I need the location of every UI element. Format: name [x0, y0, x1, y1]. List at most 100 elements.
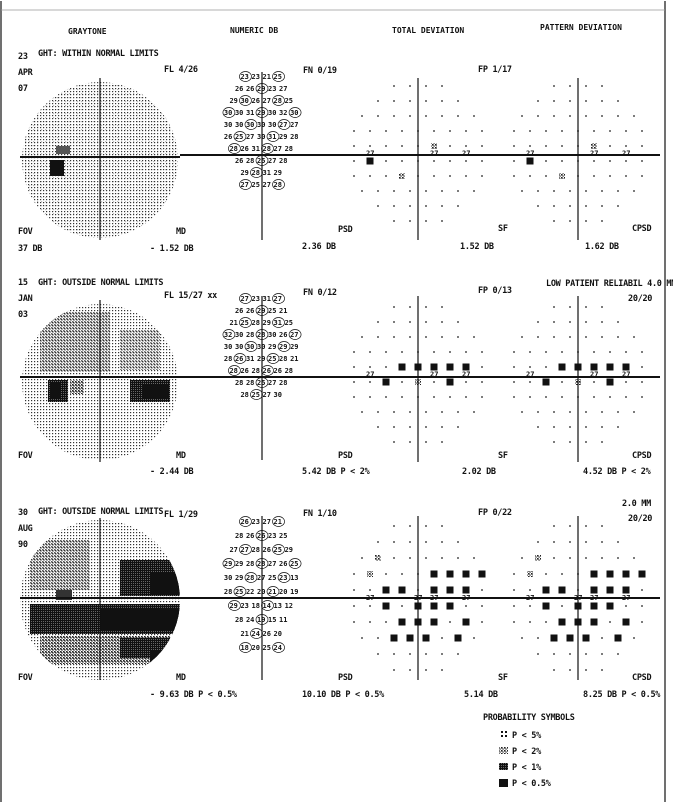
prob-symbol-5 [535, 555, 541, 561]
normal-dot [569, 441, 571, 443]
ring-mark [239, 95, 252, 106]
prob-symbol-5 [399, 173, 405, 179]
numeric-db-value: 31 [274, 319, 282, 327]
numeric-db-value: 13 [274, 602, 282, 610]
normal-dot [569, 336, 571, 338]
normal-dot [601, 669, 603, 671]
numeric-db-value: 26 [240, 518, 248, 526]
normal-dot [393, 100, 395, 102]
normal-dot [569, 306, 571, 308]
normal-dot [585, 669, 587, 671]
numeric-db-value: 28 [251, 319, 259, 327]
numeric-db-value: 21 [290, 355, 298, 363]
normal-dot [585, 205, 587, 207]
normal-dot [633, 336, 635, 338]
normal-dot [617, 336, 619, 338]
prob-symbol-05 [462, 570, 470, 578]
normal-dot [449, 621, 451, 623]
normal-dot [521, 557, 523, 559]
normal-dot [457, 557, 459, 559]
normal-dot [641, 145, 643, 147]
normal-dot [377, 411, 379, 413]
normal-dot [465, 396, 467, 398]
normal-dot [609, 175, 611, 177]
numeric-db-value: 30 [224, 121, 232, 129]
numeric-db-value: 28 [274, 181, 282, 189]
test-panel-3: 30 AUG 90 GHT: OUTSIDE NORMAL LIMITS FL … [18, 499, 662, 700]
numeric-db-value: 28 [246, 331, 254, 339]
ring-mark [272, 179, 285, 190]
normal-dot [553, 205, 555, 207]
deviation-mark: 27 [462, 150, 470, 158]
prob-symbol-05 [638, 570, 646, 578]
prob-symbol-05 [446, 570, 454, 578]
normal-dot [409, 441, 411, 443]
deviation-mark: 27 [430, 371, 438, 379]
normal-dot [369, 130, 371, 132]
sf-value: 2.02 DB [462, 467, 496, 477]
normal-dot [545, 573, 547, 575]
numeric-db-value: 28 [246, 574, 254, 582]
prob-symbol-05 [382, 378, 390, 386]
sf-label: SF [498, 224, 508, 234]
numeric-db-value: 29 [229, 602, 237, 610]
normal-dot [425, 306, 427, 308]
normal-dot [537, 190, 539, 192]
normal-dot [593, 160, 595, 162]
normal-dot [569, 541, 571, 543]
numeric-db-value: 27 [240, 546, 248, 554]
normal-dot [641, 366, 643, 368]
normal-dot [465, 605, 467, 607]
ring-mark [233, 131, 247, 142]
normal-dot [457, 190, 459, 192]
prob-symbol-05 [446, 378, 454, 386]
normal-dot [625, 145, 627, 147]
numeric-db-value: 18 [251, 602, 259, 610]
numeric-db-value: 21 [274, 518, 282, 526]
numeric-db-value: 28 [285, 367, 293, 375]
normal-dot [553, 190, 555, 192]
normal-dot [601, 653, 603, 655]
normal-dot [353, 160, 355, 162]
normal-dot [393, 115, 395, 117]
deviation-mark: 27 [430, 150, 438, 158]
normal-dot [553, 306, 555, 308]
numeric-db-value: 27 [290, 121, 298, 129]
numeric-db-value: 27 [274, 145, 282, 153]
legend-item-1: P < 1% [512, 763, 542, 773]
normal-dot [425, 220, 427, 222]
normal-dot [585, 85, 587, 87]
normal-dot [353, 381, 355, 383]
prob-symbol-5 [591, 143, 597, 149]
normal-dot [369, 351, 371, 353]
normal-dot [441, 306, 443, 308]
normal-dot [561, 160, 563, 162]
normal-dot [569, 85, 571, 87]
ring-mark [228, 365, 241, 376]
normal-dot [369, 589, 371, 591]
normal-dot [385, 130, 387, 132]
ring-mark [228, 143, 241, 154]
normal-dot [609, 160, 611, 162]
normal-dot [409, 669, 411, 671]
normal-dot [513, 396, 515, 398]
normal-dot [353, 130, 355, 132]
deviation-mark: 27 [462, 371, 470, 379]
normal-dot [641, 175, 643, 177]
normal-dot [385, 175, 387, 177]
numeric-db-value: 24 [274, 644, 282, 652]
prob-symbol-05 [590, 602, 598, 610]
normal-dot [393, 525, 395, 527]
normal-dot [377, 336, 379, 338]
normal-dot [441, 411, 443, 413]
normal-dot [393, 85, 395, 87]
numeric-db-value: 25 [251, 181, 259, 189]
ring-mark [272, 95, 285, 106]
numeric-db-value: 26 [274, 367, 282, 375]
numeric-db-value: 30 [240, 97, 248, 105]
acuity-note: 20/20 [628, 294, 652, 304]
deviation-mark: 27 [526, 150, 534, 158]
ring-mark [288, 558, 302, 569]
